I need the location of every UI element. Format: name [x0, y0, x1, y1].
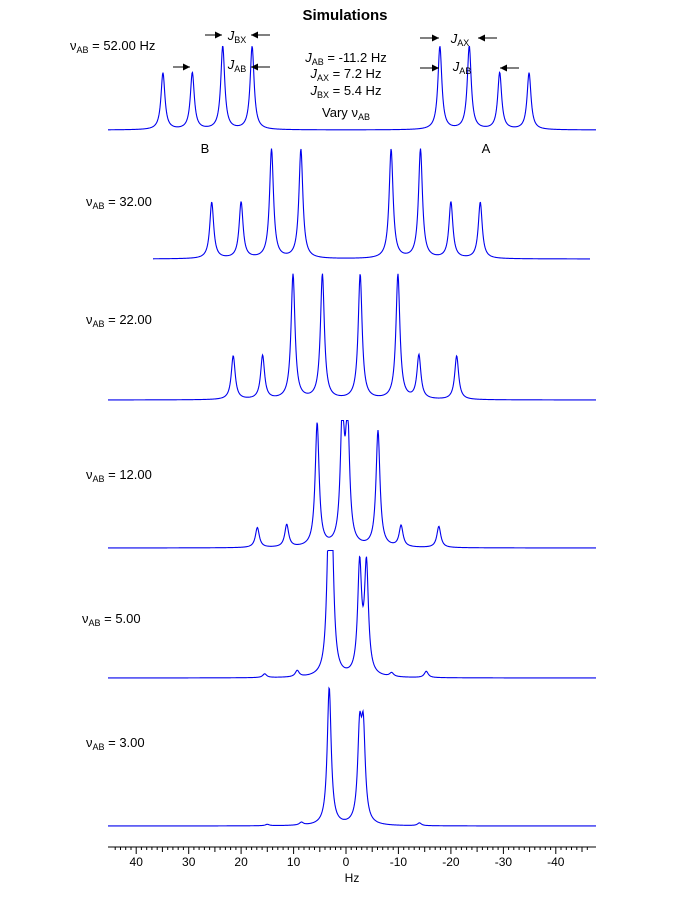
jab-a-arrow-right-head	[500, 64, 507, 72]
series-label-2: νAB = 32.00	[86, 194, 152, 211]
x-tick-label: 10	[287, 855, 301, 869]
series-label-5: νAB = 5.00	[82, 611, 141, 628]
chart-title: Simulations	[302, 7, 387, 24]
x-tick-label: 0	[343, 855, 350, 869]
x-tick-label: -20	[442, 855, 460, 869]
x-axis-label: Hz	[345, 871, 360, 885]
x-tick-label: -30	[495, 855, 513, 869]
jbx-arrow-left-head	[215, 31, 222, 39]
spectrum-trace-1	[108, 45, 597, 131]
tag-jab-a: JAB	[452, 59, 472, 76]
x-tick-label: -10	[390, 855, 408, 869]
jab-b-arrow-right-head	[251, 63, 258, 71]
vary-label: Vary νAB	[322, 105, 370, 122]
spectrum-trace-2	[153, 148, 590, 260]
series-label-1: νAB = 52.00 Hz	[70, 38, 155, 55]
jab-a-arrow-left-head	[432, 64, 439, 72]
jab-b-arrow-left-head	[183, 63, 190, 71]
tag-jab-b: JAB	[227, 57, 247, 74]
param-label-2: JAX = 7.2 Hz	[310, 66, 382, 83]
tag-jax: JAX	[450, 31, 470, 48]
series-label-4: νAB = 12.00	[86, 467, 152, 484]
spectrum-trace-6	[108, 686, 596, 827]
x-tick-label: 40	[130, 855, 144, 869]
x-tick-label: 20	[234, 855, 248, 869]
spectrum-trace-5	[108, 549, 596, 679]
series-label-6: νAB = 3.00	[86, 735, 145, 752]
param-label-1: JAB = -11.2 Hz	[304, 50, 387, 67]
jax-arrow-right-head	[478, 34, 485, 42]
jax-arrow-left-head	[432, 34, 439, 42]
label-A: A	[482, 141, 491, 156]
x-tick-label: 30	[182, 855, 196, 869]
tag-jbx: JBX	[227, 28, 247, 45]
param-label-3: JBX = 5.4 Hz	[310, 83, 382, 100]
jbx-arrow-right-head	[251, 31, 258, 39]
series-label-3: νAB = 22.00	[86, 312, 152, 329]
spectrum-trace-3	[107, 273, 596, 401]
x-tick-label: -40	[547, 855, 565, 869]
spectrum-trace-4	[108, 419, 596, 549]
label-B: B	[201, 141, 210, 156]
